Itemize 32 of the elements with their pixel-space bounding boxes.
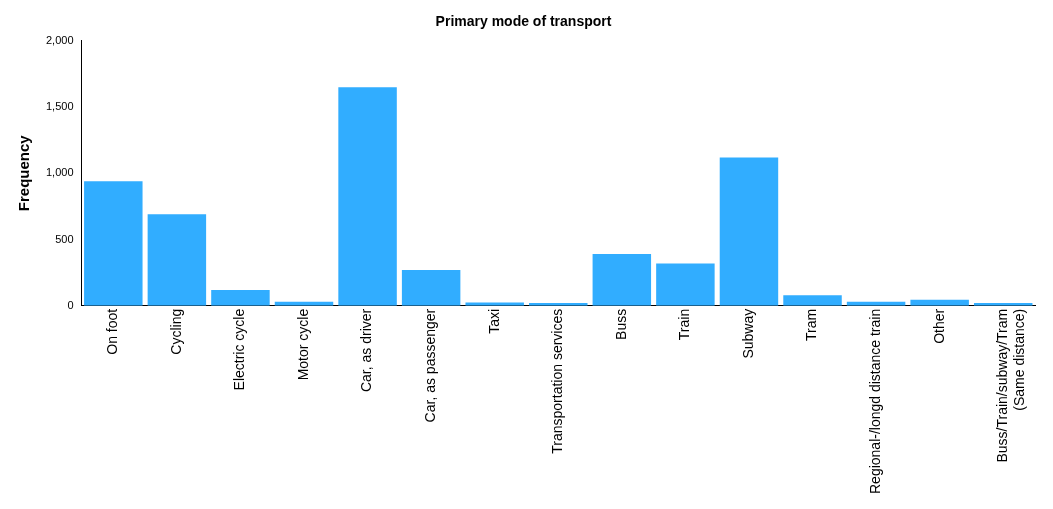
- x-tick-label: Motor cycle: [294, 308, 311, 381]
- bar: [783, 295, 842, 306]
- x-tick-label: Taxi: [485, 308, 502, 334]
- x-tick-label: Electric cycle: [231, 308, 248, 391]
- x-tick-label: Car, as driver: [358, 308, 375, 393]
- bar: [656, 263, 715, 306]
- x-tick-label: Car, as passenger: [421, 308, 438, 423]
- bar: [592, 254, 652, 306]
- y-tick-label: 1,500: [46, 100, 74, 113]
- bar: [84, 181, 143, 306]
- x-tick-label: Tram: [803, 308, 820, 341]
- bar: [719, 157, 779, 306]
- bar: [465, 302, 524, 306]
- x-tick-label: Cycling: [167, 308, 184, 355]
- bar: [211, 289, 270, 306]
- x-tick-label: Buss: [612, 308, 629, 340]
- x-tick-label: Train: [676, 308, 693, 341]
- y-axis-title: Frequency: [15, 134, 33, 212]
- x-tick-label: Regional-/longd distance train: [866, 308, 883, 495]
- y-tick-label: 0: [67, 298, 74, 311]
- bar: [401, 270, 461, 306]
- y-tick-label: 2,000: [46, 33, 74, 46]
- x-tick-label: Other: [930, 308, 947, 344]
- bar: [338, 87, 397, 306]
- x-tick-label: Buss/Train/subway/Tram (Same distance): [994, 308, 1027, 463]
- y-tick-label: 1,000: [46, 166, 74, 179]
- chart-title: Primary mode of transport: [435, 13, 612, 30]
- x-tick-label: On foot: [104, 308, 121, 355]
- y-tick-label: 500: [55, 232, 74, 245]
- x-tick-label: Subway: [739, 308, 756, 359]
- x-tick-label: Transportation services: [549, 308, 566, 454]
- bar: [147, 214, 207, 306]
